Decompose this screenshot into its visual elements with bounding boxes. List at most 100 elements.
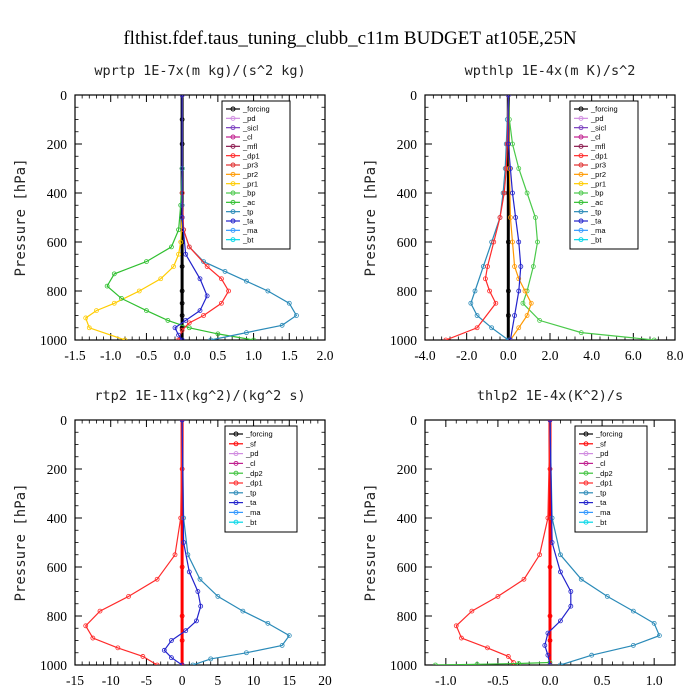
legend-marker [583, 509, 589, 515]
data-point [547, 613, 553, 619]
data-point [178, 239, 184, 245]
y-tick-label: 400 [47, 511, 68, 526]
legend-label: _pd [595, 449, 609, 458]
data-point [491, 239, 497, 245]
legend-marker [230, 218, 236, 224]
legend-label: _ta [242, 217, 254, 226]
legend-label: _cl [242, 133, 253, 142]
legend-label: _cl [590, 133, 601, 142]
data-point [186, 244, 192, 250]
legend-label: _ac [242, 198, 255, 207]
data-point [547, 420, 553, 423]
legend-marker [578, 190, 584, 196]
x-tick-label: -1.0 [435, 673, 457, 688]
legend-marker [578, 125, 584, 131]
data-point [604, 594, 610, 599]
data-point [547, 466, 553, 472]
series-line-pr2 [507, 95, 532, 340]
data-point [226, 288, 231, 294]
data-point [483, 276, 488, 282]
data-point [179, 564, 185, 570]
legend-marker [233, 460, 239, 466]
data-point [294, 313, 299, 318]
data-point [589, 652, 595, 658]
data-point [179, 337, 185, 340]
data-point [90, 635, 96, 641]
data-point [468, 300, 474, 306]
legend-label: _pr1 [590, 179, 606, 188]
data-point [186, 569, 192, 575]
data-point [520, 300, 526, 306]
data-point [510, 190, 515, 196]
series-group [433, 420, 662, 665]
data-point [197, 308, 203, 314]
data-point [197, 276, 203, 282]
legend-label: _forcing [245, 430, 273, 439]
x-tick-label: 1.0 [646, 673, 663, 688]
data-point [568, 603, 574, 609]
data-point [179, 300, 185, 306]
x-tick-label: 20 [318, 673, 332, 688]
data-point [516, 276, 522, 282]
series-group [443, 95, 657, 340]
data-point [547, 564, 553, 570]
legend-marker [578, 153, 584, 159]
legend-label: _bt [242, 235, 254, 244]
series-line-pr1 [84, 95, 183, 340]
x-tick-label: -1.0 [100, 348, 122, 363]
x-tick-label: -15 [66, 673, 84, 688]
data-point [508, 166, 513, 171]
legend-label: _dp1 [595, 479, 613, 488]
x-tick-label: -1.5 [64, 348, 86, 363]
data-point [547, 638, 553, 643]
legend-label: _dp1 [245, 479, 263, 488]
data-point [208, 337, 214, 340]
legend-marker [578, 162, 584, 168]
legend-label: _tp [590, 207, 601, 216]
x-tick-label: 0.5 [594, 673, 611, 688]
data-point [176, 227, 181, 233]
figure-title: flthist.fdef.taus_tuning_clubb_c11m BUDG… [123, 28, 577, 49]
legend-label: _bt [590, 235, 602, 244]
data-point [140, 654, 146, 659]
data-point [265, 620, 271, 626]
data-point [179, 662, 185, 665]
panel-title: thlp2 1E-4x(K^2)/s [477, 388, 623, 404]
data-point [453, 623, 459, 629]
data-point [179, 420, 185, 423]
legend-marker [230, 237, 236, 243]
data-point [516, 288, 522, 294]
legend-marker [230, 227, 236, 233]
y-axis-label: Pressure [hPa] [363, 158, 379, 276]
legend-label: _bp [242, 189, 256, 198]
data-point [183, 251, 189, 257]
data-point [194, 618, 199, 624]
data-point [179, 638, 185, 643]
legend-marker [578, 143, 584, 149]
data-point [528, 300, 534, 306]
data-point [516, 661, 522, 665]
legend-label: _pd [242, 114, 256, 123]
data-point [144, 259, 149, 265]
legend-marker [230, 190, 236, 196]
data-point [181, 540, 186, 545]
data-point [183, 628, 189, 634]
data-point [459, 635, 464, 641]
data-point [169, 655, 174, 661]
legend-label: _bp [590, 189, 604, 198]
data-point [485, 645, 490, 651]
data-point [172, 325, 178, 331]
data-point [240, 608, 246, 614]
legend-marker [583, 441, 589, 447]
legend-marker [583, 431, 589, 437]
data-point [493, 300, 499, 306]
data-point [83, 315, 89, 321]
data-point [104, 283, 110, 289]
legend-label: _dp1 [590, 151, 608, 160]
data-point [165, 317, 171, 323]
legend-label: _pr2 [590, 170, 606, 179]
legend-marker [230, 143, 236, 149]
data-point [161, 647, 167, 653]
legend-marker [578, 134, 584, 140]
data-point [286, 633, 292, 638]
